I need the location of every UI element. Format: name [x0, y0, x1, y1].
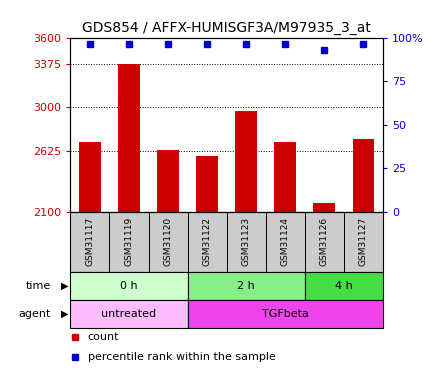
Bar [157, 150, 179, 212]
Text: GSM31122: GSM31122 [202, 217, 212, 266]
Text: time: time [26, 281, 51, 291]
Text: GSM31126: GSM31126 [320, 217, 329, 266]
Bar [118, 64, 140, 212]
Bar [352, 139, 374, 212]
Text: count: count [88, 332, 119, 342]
Text: percentile rank within the sample: percentile rank within the sample [88, 352, 275, 362]
Text: 0 h: 0 h [120, 281, 138, 291]
Bar [196, 156, 218, 212]
Text: ▶: ▶ [61, 309, 69, 319]
Text: GSM31127: GSM31127 [359, 217, 368, 266]
Bar [235, 111, 257, 212]
Text: GSM31124: GSM31124 [281, 217, 290, 266]
Text: untreated: untreated [101, 309, 157, 319]
Bar [70, 300, 187, 328]
Text: GSM31120: GSM31120 [164, 217, 172, 266]
Text: GSM31119: GSM31119 [125, 217, 133, 266]
Bar [79, 142, 101, 212]
Text: agent: agent [18, 309, 51, 319]
Text: GSM31117: GSM31117 [85, 217, 95, 266]
Bar [187, 300, 383, 328]
Bar [70, 272, 187, 300]
Text: 4 h: 4 h [335, 281, 352, 291]
Text: GSM31123: GSM31123 [242, 217, 251, 266]
Title: GDS854 / AFFX-HUMISGF3A/M97935_3_at: GDS854 / AFFX-HUMISGF3A/M97935_3_at [82, 21, 371, 35]
Bar [187, 272, 305, 300]
Bar [275, 142, 296, 212]
Text: TGFbeta: TGFbeta [262, 309, 308, 319]
Bar [313, 203, 335, 212]
Text: 2 h: 2 h [237, 281, 255, 291]
Text: ▶: ▶ [61, 281, 69, 291]
Bar [305, 272, 383, 300]
